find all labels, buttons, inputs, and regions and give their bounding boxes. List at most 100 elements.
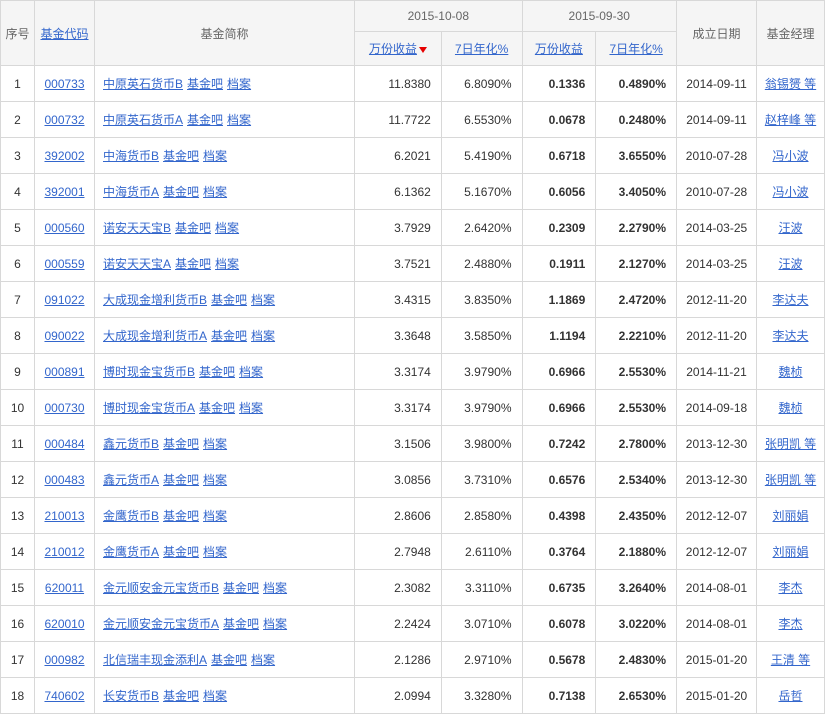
fund-file-link[interactable]: 档案: [203, 473, 227, 487]
fund-name-link[interactable]: 博时现金宝货币B: [103, 365, 195, 379]
fund-bar-link[interactable]: 基金吧: [163, 509, 199, 523]
fund-file-link[interactable]: 档案: [239, 401, 263, 415]
cell-code[interactable]: 740602: [35, 678, 95, 714]
fund-bar-link[interactable]: 基金吧: [187, 77, 223, 91]
fund-name-link[interactable]: 博时现金宝货币A: [103, 401, 195, 415]
fund-file-link[interactable]: 档案: [203, 545, 227, 559]
fund-file-link[interactable]: 档案: [215, 257, 239, 271]
fund-bar-link[interactable]: 基金吧: [211, 293, 247, 307]
fund-name-link[interactable]: 鑫元货币B: [103, 437, 159, 451]
cell-mgr[interactable]: 王清 等: [757, 642, 825, 678]
fund-bar-link[interactable]: 基金吧: [163, 437, 199, 451]
fund-name-link[interactable]: 金元顺安金元宝货币A: [103, 617, 219, 631]
fund-bar-link[interactable]: 基金吧: [163, 545, 199, 559]
fund-file-link[interactable]: 档案: [203, 509, 227, 523]
cell-mgr[interactable]: 李杰: [757, 570, 825, 606]
cell-code[interactable]: 620011: [35, 570, 95, 606]
cell-mgr[interactable]: 李达夫: [757, 282, 825, 318]
header-wfsy-sort[interactable]: 万份收益: [355, 32, 442, 66]
cell-mgr[interactable]: 张明凯 等: [757, 462, 825, 498]
cell-mgr[interactable]: 李达夫: [757, 318, 825, 354]
fund-file-link[interactable]: 档案: [251, 293, 275, 307]
cell-v4: 0.2480%: [596, 102, 677, 138]
fund-name-link[interactable]: 诺安天天宝A: [103, 257, 171, 271]
fund-bar-link[interactable]: 基金吧: [211, 653, 247, 667]
cell-code[interactable]: 000559: [35, 246, 95, 282]
cell-mgr[interactable]: 赵梓峰 等: [757, 102, 825, 138]
fund-name-link[interactable]: 中原英石货币A: [103, 113, 183, 127]
fund-bar-link[interactable]: 基金吧: [199, 401, 235, 415]
fund-file-link[interactable]: 档案: [203, 185, 227, 199]
fund-name-link[interactable]: 中海货币A: [103, 185, 159, 199]
fund-file-link[interactable]: 档案: [203, 437, 227, 451]
fund-name-link[interactable]: 金鹰货币B: [103, 509, 159, 523]
cell-code[interactable]: 620010: [35, 606, 95, 642]
fund-file-link[interactable]: 档案: [215, 221, 239, 235]
cell-mgr[interactable]: 汪波: [757, 210, 825, 246]
cell-code[interactable]: 000982: [35, 642, 95, 678]
fund-file-link[interactable]: 档案: [203, 149, 227, 163]
header-qrnh2[interactable]: 7日年化%: [596, 32, 677, 66]
fund-bar-link[interactable]: 基金吧: [223, 617, 259, 631]
fund-file-link[interactable]: 档案: [227, 77, 251, 91]
cell-code[interactable]: 392001: [35, 174, 95, 210]
fund-name-link[interactable]: 中海货币B: [103, 149, 159, 163]
fund-name-link[interactable]: 鑫元货币A: [103, 473, 159, 487]
cell-code[interactable]: 090022: [35, 318, 95, 354]
cell-v1: 2.0994: [355, 678, 442, 714]
cell-code[interactable]: 000730: [35, 390, 95, 426]
cell-code[interactable]: 392002: [35, 138, 95, 174]
fund-name-link[interactable]: 长安货币B: [103, 689, 159, 703]
cell-mgr[interactable]: 刘丽娟: [757, 534, 825, 570]
fund-file-link[interactable]: 档案: [263, 581, 287, 595]
cell-mgr[interactable]: 冯小波: [757, 138, 825, 174]
fund-bar-link[interactable]: 基金吧: [175, 257, 211, 271]
header-qrnh[interactable]: 7日年化%: [441, 32, 522, 66]
cell-mgr[interactable]: 李杰: [757, 606, 825, 642]
fund-bar-link[interactable]: 基金吧: [163, 473, 199, 487]
cell-mgr[interactable]: 岳哲: [757, 678, 825, 714]
cell-mgr[interactable]: 汪波: [757, 246, 825, 282]
fund-name-link[interactable]: 诺安天天宝B: [103, 221, 171, 235]
fund-bar-link[interactable]: 基金吧: [211, 329, 247, 343]
fund-bar-link[interactable]: 基金吧: [175, 221, 211, 235]
cell-mgr[interactable]: 魏桢: [757, 354, 825, 390]
fund-name-link[interactable]: 北信瑞丰现金添利A: [103, 653, 207, 667]
cell-code[interactable]: 000891: [35, 354, 95, 390]
fund-file-link[interactable]: 档案: [203, 689, 227, 703]
cell-code[interactable]: 000732: [35, 102, 95, 138]
cell-v1: 3.3174: [355, 354, 442, 390]
cell-code[interactable]: 000560: [35, 210, 95, 246]
fund-file-link[interactable]: 档案: [239, 365, 263, 379]
fund-name-link[interactable]: 大成现金增利货币B: [103, 293, 207, 307]
fund-bar-link[interactable]: 基金吧: [163, 689, 199, 703]
fund-file-link[interactable]: 档案: [227, 113, 251, 127]
fund-name-link[interactable]: 中原英石货币B: [103, 77, 183, 91]
cell-code[interactable]: 210013: [35, 498, 95, 534]
fund-name-link[interactable]: 大成现金增利货币A: [103, 329, 207, 343]
fund-bar-link[interactable]: 基金吧: [187, 113, 223, 127]
cell-code[interactable]: 000733: [35, 66, 95, 102]
cell-v3: 0.2309: [522, 210, 596, 246]
fund-bar-link[interactable]: 基金吧: [163, 185, 199, 199]
fund-name-link[interactable]: 金元顺安金元宝货币B: [103, 581, 219, 595]
fund-bar-link[interactable]: 基金吧: [223, 581, 259, 595]
fund-bar-link[interactable]: 基金吧: [199, 365, 235, 379]
fund-bar-link[interactable]: 基金吧: [163, 149, 199, 163]
cell-mgr[interactable]: 翁锡赟 等: [757, 66, 825, 102]
cell-code[interactable]: 000484: [35, 426, 95, 462]
cell-mgr[interactable]: 刘丽娟: [757, 498, 825, 534]
cell-code[interactable]: 000483: [35, 462, 95, 498]
cell-code[interactable]: 091022: [35, 282, 95, 318]
cell-code[interactable]: 210012: [35, 534, 95, 570]
fund-file-link[interactable]: 档案: [251, 653, 275, 667]
header-wfsy2[interactable]: 万份收益: [522, 32, 596, 66]
fund-file-link[interactable]: 档案: [251, 329, 275, 343]
table-row: 17000982北信瑞丰现金添利A基金吧档案2.12862.9710%0.567…: [1, 642, 825, 678]
cell-mgr[interactable]: 魏桢: [757, 390, 825, 426]
header-code[interactable]: 基金代码: [35, 1, 95, 66]
fund-file-link[interactable]: 档案: [263, 617, 287, 631]
fund-name-link[interactable]: 金鹰货币A: [103, 545, 159, 559]
cell-mgr[interactable]: 冯小波: [757, 174, 825, 210]
cell-mgr[interactable]: 张明凯 等: [757, 426, 825, 462]
